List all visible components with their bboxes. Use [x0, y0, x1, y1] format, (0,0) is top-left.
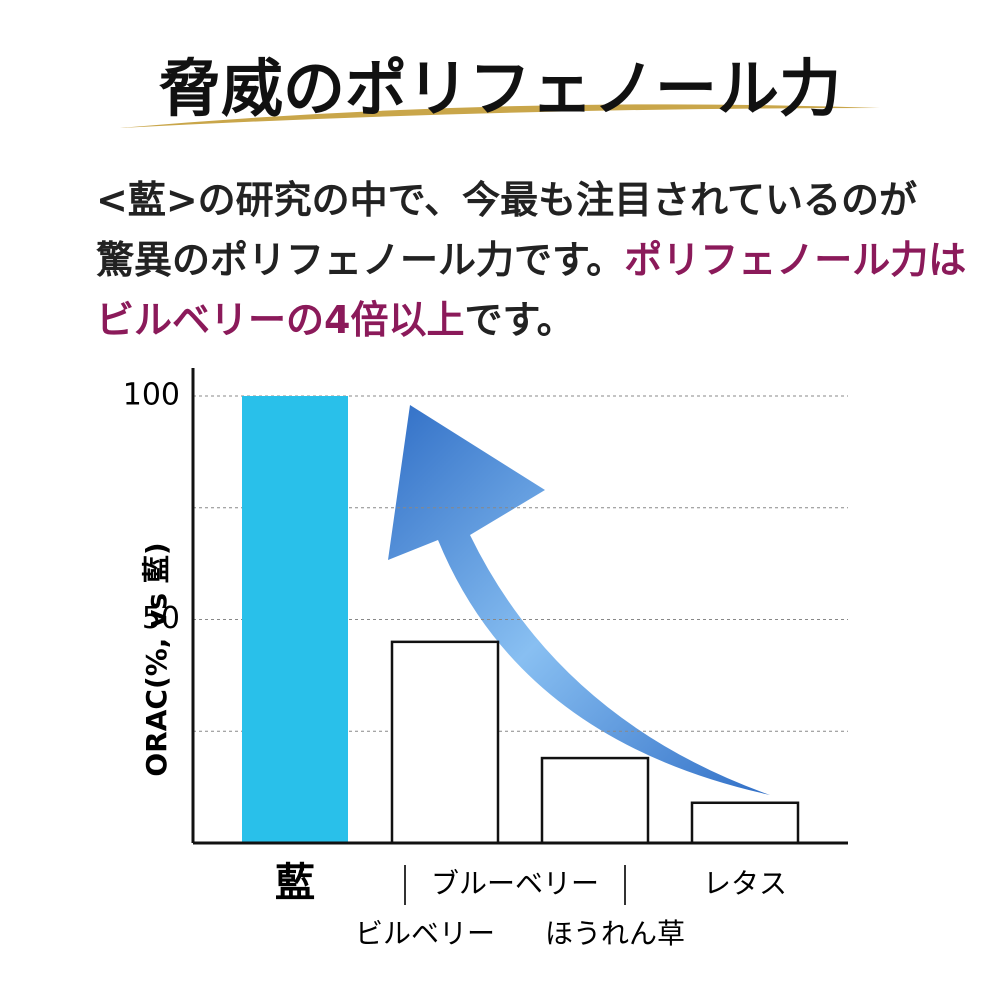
x-tick-label: 藍	[275, 860, 315, 906]
intro-text: <藍>の研究の中で、今最も注目されているのが	[96, 178, 918, 222]
x-tick-label: レタス	[703, 867, 787, 900]
title: 脅威のポリフェノール力	[158, 52, 841, 125]
bar	[540, 756, 650, 845]
y-tick-label: 50	[142, 601, 180, 636]
bar	[242, 396, 348, 843]
x-tick-label: ほうれん草	[545, 917, 685, 950]
intro-line: 驚異のポリフェノール力です。ポリフェノール力は	[96, 230, 966, 290]
intro-text: です。	[464, 298, 575, 342]
title-underline	[120, 104, 880, 128]
intro-text: ビルベリーの4倍以上	[96, 298, 465, 342]
annotation: ブルーベリー	[431, 867, 599, 900]
bar	[390, 640, 500, 845]
bar	[690, 801, 800, 845]
x-tick-label: ビルベリー	[355, 917, 495, 950]
y-axis-label: ORAC(%, vs 藍)	[140, 542, 173, 776]
intro: <藍>の研究の中で、今最も注目されているのが 驚異のポリフェノール力です。ポリフェ…	[96, 170, 966, 350]
intro-text: ポリフェノール力は	[624, 238, 967, 282]
intro-text: 驚異のポリフェノール力です。	[96, 238, 625, 282]
intro-line: ビルベリーの4倍以上です。	[96, 290, 966, 350]
arrow	[388, 405, 770, 795]
y-tick-label: 100	[123, 378, 180, 413]
intro-line: <藍>の研究の中で、今最も注目されているのが	[96, 170, 966, 230]
